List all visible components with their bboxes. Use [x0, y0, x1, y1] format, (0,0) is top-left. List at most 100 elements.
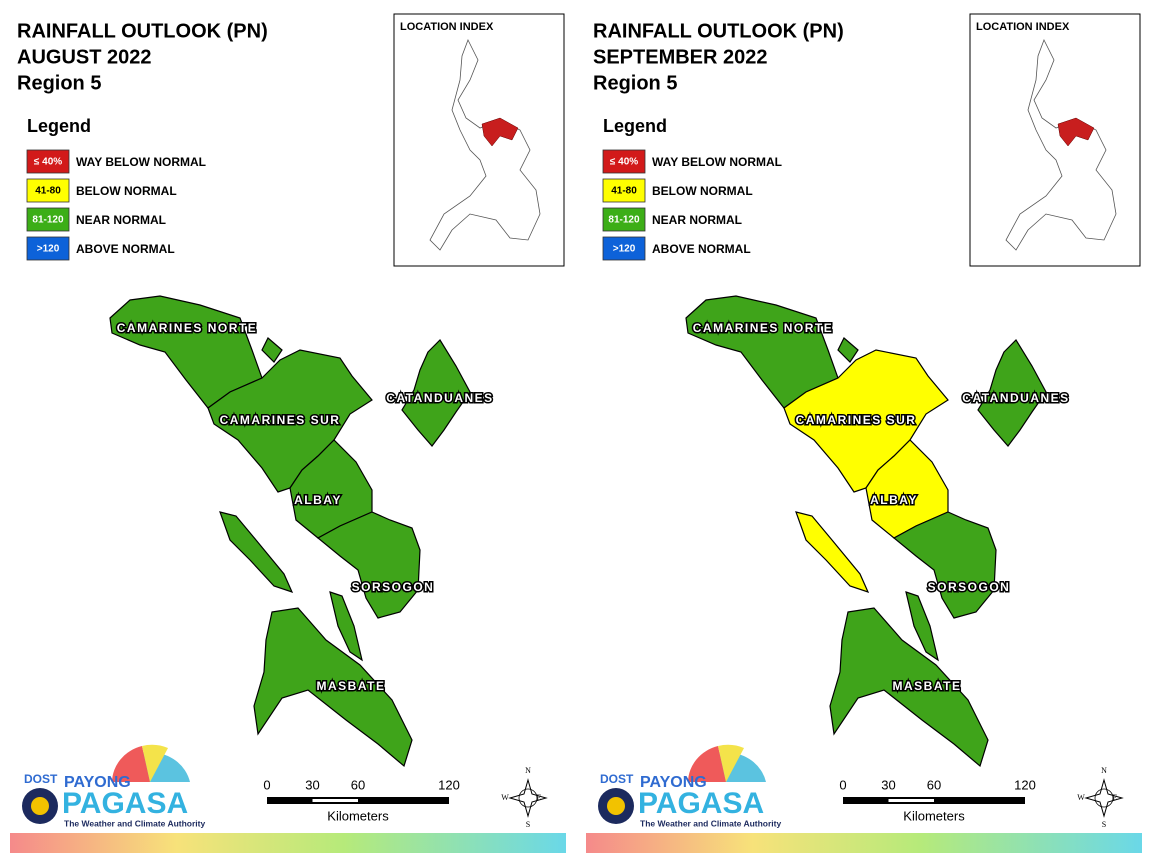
- compass-letter: N: [1101, 766, 1107, 775]
- island: [261, 337, 283, 363]
- legend-range: ≤ 40%: [610, 157, 638, 168]
- legend-swatch: [602, 207, 646, 232]
- logo-tagline: The Weather and Climate Authority: [64, 818, 205, 828]
- scale-tick: 30: [305, 777, 319, 792]
- location-highlight: [1057, 117, 1095, 147]
- logo-tagline: The Weather and Climate Authority: [640, 818, 781, 828]
- legend-label: NEAR NORMAL: [76, 213, 166, 227]
- legend-label: BELOW NORMAL: [76, 184, 177, 198]
- region-label: CATANDUANES: [962, 391, 1069, 405]
- legend-label: WAY BELOW NORMAL: [76, 155, 206, 169]
- region-label: CATANDUANES: [386, 391, 493, 405]
- compass-letter: E: [1113, 793, 1118, 802]
- region-label: ALBAY: [294, 493, 342, 507]
- region-label: CAMARINES NORTE: [117, 321, 258, 335]
- island: [795, 511, 870, 593]
- title-line: Region 5: [593, 72, 677, 94]
- location-title: LOCATION INDEX: [976, 21, 1070, 33]
- title-line: RAINFALL OUTLOOK (PN): [593, 20, 844, 42]
- region-label: MASBATE: [893, 679, 962, 693]
- region-shape: [289, 439, 373, 539]
- legend-range: >120: [37, 244, 60, 255]
- legend-swatch: [26, 236, 70, 261]
- bottom-band: [10, 833, 566, 853]
- title-line: SEPTEMBER 2022: [593, 46, 768, 68]
- region-shape: [401, 339, 471, 447]
- legend-range: 41-80: [35, 186, 61, 197]
- logo-name1: PAYONG: [64, 774, 131, 791]
- legend-label: WAY BELOW NORMAL: [652, 155, 782, 169]
- region-shape: [892, 511, 997, 619]
- logo-umbrella-yellow: [142, 744, 168, 782]
- legend-label: BELOW NORMAL: [652, 184, 753, 198]
- scale-tick: 120: [1014, 777, 1036, 792]
- title-line: RAINFALL OUTLOOK (PN): [17, 20, 268, 42]
- region-label: CAMARINES SUR: [796, 413, 917, 427]
- logo-name2: PAGASA: [62, 787, 188, 820]
- legend-swatch: [602, 149, 646, 174]
- logo-umbrella-yellow: [718, 744, 744, 782]
- compass-letter: W: [1077, 793, 1085, 802]
- region-label: ALBAY: [870, 493, 918, 507]
- bottom-band: [586, 833, 1142, 853]
- legend-label: ABOVE NORMAL: [76, 242, 175, 256]
- logo-name1: PAYONG: [640, 774, 707, 791]
- scale-segment: [888, 799, 934, 802]
- legend-swatch: [602, 236, 646, 261]
- region-shape: [829, 607, 989, 768]
- location-outline: [1005, 39, 1117, 251]
- logo-seal-inner: [31, 797, 49, 815]
- legend-swatch: [26, 207, 70, 232]
- legend-swatch: [26, 149, 70, 174]
- scale-segment: [312, 799, 358, 802]
- scale-tick: 60: [927, 777, 941, 792]
- legend-label: ABOVE NORMAL: [652, 242, 751, 256]
- scale-unit: Kilometers: [903, 808, 965, 823]
- region-shape: [253, 607, 413, 768]
- legend-range: >120: [613, 244, 636, 255]
- scale-tick: 30: [881, 777, 895, 792]
- region-label: CAMARINES SUR: [220, 413, 341, 427]
- legend-range: ≤ 40%: [34, 157, 62, 168]
- legend-range: 81-120: [32, 215, 64, 226]
- island: [329, 591, 363, 662]
- compass-letter: N: [525, 766, 531, 775]
- logo-seal-inner: [607, 797, 625, 815]
- region-shape: [783, 349, 949, 493]
- legend-swatch: [602, 178, 646, 203]
- island: [837, 337, 859, 363]
- panel: RAINFALL OUTLOOK (PN) SEPTEMBER 2022 Regio…: [586, 13, 1142, 853]
- compass-letter: E: [537, 793, 542, 802]
- legend-swatch: [26, 178, 70, 203]
- region-label: CAMARINES NORTE: [693, 321, 834, 335]
- title-line: AUGUST 2022: [17, 46, 152, 68]
- logo-dost: DOST: [600, 772, 634, 786]
- logo-dost: DOST: [24, 772, 58, 786]
- region-shape: [316, 511, 421, 619]
- legend-title: Legend: [603, 116, 667, 136]
- scale-unit: Kilometers: [327, 808, 389, 823]
- logo-umbrella-red: [688, 746, 726, 782]
- region-shape: [977, 339, 1047, 447]
- region-label: MASBATE: [317, 679, 386, 693]
- scale-tick: 60: [351, 777, 365, 792]
- compass-letter: S: [1102, 820, 1106, 829]
- scale-tick: 0: [263, 777, 270, 792]
- region-label: SORSOGON: [352, 580, 435, 594]
- location-outline: [429, 39, 541, 251]
- location-highlight: [481, 117, 519, 147]
- compass-letter: W: [501, 793, 509, 802]
- logo-name2: PAGASA: [638, 787, 764, 820]
- title-line: Region 5: [17, 72, 101, 94]
- scale-tick: 120: [438, 777, 460, 792]
- region-shape: [207, 349, 373, 493]
- location-title: LOCATION INDEX: [400, 21, 494, 33]
- region-label: SORSOGON: [928, 580, 1011, 594]
- compass-ring: [518, 788, 538, 808]
- island: [219, 511, 294, 593]
- compass-ring: [1094, 788, 1114, 808]
- panel: RAINFALL OUTLOOK (PN) AUGUST 2022 Region 5…: [10, 13, 566, 853]
- compass-letter: S: [526, 820, 530, 829]
- legend-title: Legend: [27, 116, 91, 136]
